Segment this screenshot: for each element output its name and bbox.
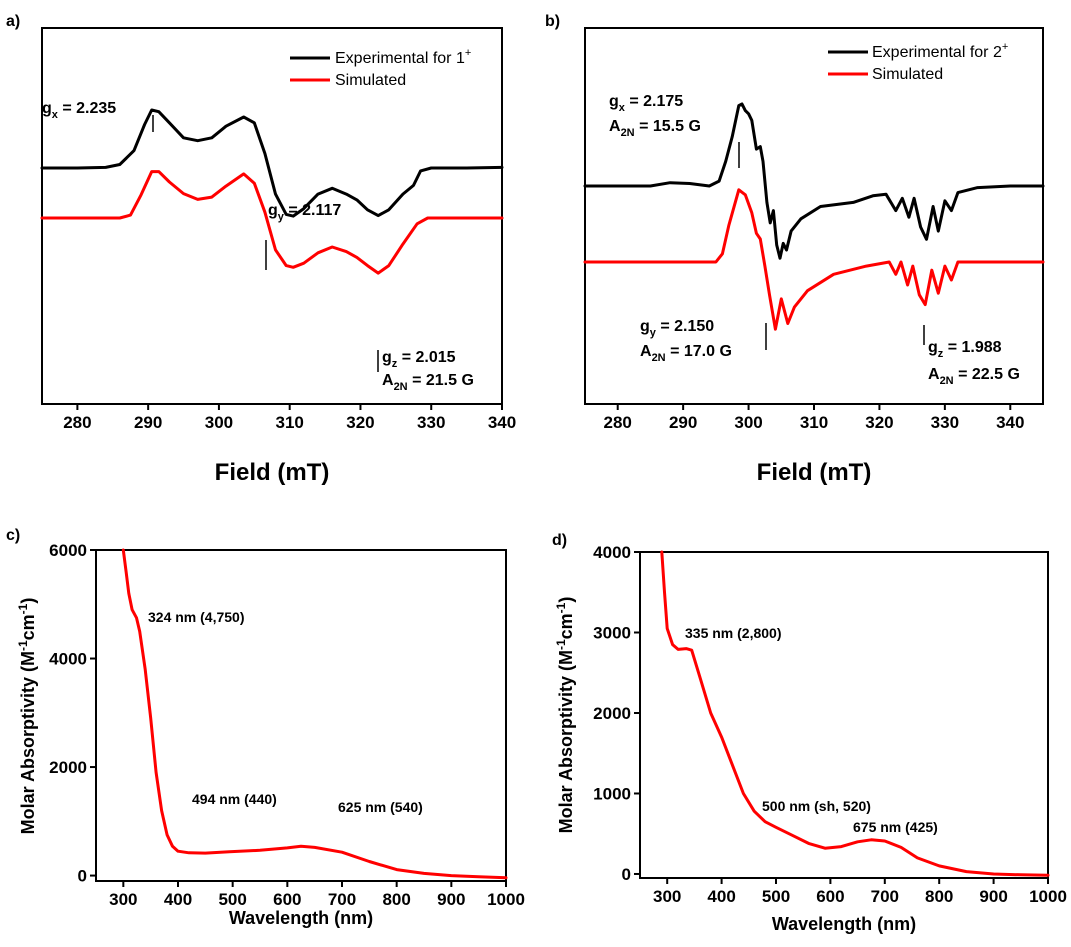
- panel-d-y-axis-title: Molar Absorptivity (M-1cm-1): [554, 597, 576, 834]
- panel-c-x-tick-label: 400: [164, 890, 192, 909]
- panel-c-x-tick-label: 700: [328, 890, 356, 909]
- panel-a-x-tick-label: 310: [276, 413, 304, 432]
- panel-c-series: [121, 548, 508, 880]
- panel-b-x-tick-label: 280: [604, 413, 632, 432]
- panel-c-x-tick-label: 900: [437, 890, 465, 909]
- panel-a-legend-label-simulated: Simulated: [335, 72, 406, 89]
- panel-b-legend-label-simulated: Simulated: [872, 66, 943, 83]
- panel-d-x-ticks: 300 400 500 600 700 800 900 1000: [653, 878, 1067, 906]
- panel-a-legend: Experimental for 1+ Simulated: [290, 47, 471, 89]
- panel-b-series-line-primary: [583, 102, 1045, 260]
- panel-a-x-tick-label: 290: [134, 413, 162, 432]
- panel-a-x-axis-title: Field (mT): [215, 459, 330, 486]
- panel-a-x-tick-label: 330: [417, 413, 445, 432]
- panel-c-y-axis-title: Molar Absorptivity (M-1cm-1): [16, 598, 38, 835]
- panel-b-x-tick-label: 290: [669, 413, 697, 432]
- panel-b-x-tick-label: 330: [931, 413, 959, 432]
- panel-c-annotation-324: 324 nm (4,750): [148, 609, 245, 625]
- panel-a-series-line-secondary: [40, 170, 504, 275]
- panel-d-series-line-primary: [660, 550, 1050, 877]
- panel-c-x-tick-label: 1000: [487, 890, 525, 909]
- panel-d-y-ticks: 0 1000 2000 3000 4000: [593, 543, 640, 884]
- panel-b-letter: b): [545, 13, 560, 30]
- panel-d: d) 300 400 500 600 700 800 900 1000 0 1000 2000 30…: [552, 532, 1067, 934]
- panel-a-annotation-a2n: A2N = 21.5 G: [382, 372, 474, 393]
- panel-b-x-axis-title: Field (mT): [757, 459, 872, 486]
- panel-d-x-tick-label: 1000: [1029, 887, 1067, 906]
- panel-b-annotation-gy: gy = 2.150: [640, 318, 714, 339]
- panel-b-annotation-gz-a2n: A2N = 22.5 G: [928, 366, 1020, 387]
- panel-d-plot-frame: [639, 551, 1049, 879]
- panel-a-legend-label-experimental: Experimental for 1+: [335, 47, 471, 67]
- panel-c-series-line-primary: [121, 548, 508, 880]
- panel-c-x-tick-label: 800: [382, 890, 410, 909]
- panel-d-y-tick-label: 0: [622, 865, 631, 884]
- panel-d-y-tick-label: 4000: [593, 543, 631, 562]
- panel-d-y-tick-label: 2000: [593, 704, 631, 723]
- panel-b-series-line-secondary: [583, 188, 1045, 331]
- panel-b: b) 280 290 300 310 320 330 340 Field (mT) Expe…: [545, 13, 1045, 486]
- panel-c-x-tick-label: 600: [273, 890, 301, 909]
- panel-a-annotation-gy: gy = 2.117: [268, 202, 341, 223]
- panel-a: a) 280 290 300 310 320 330 340 Field (mT) Expe…: [6, 13, 516, 486]
- panel-b-x-tick-label: 310: [800, 413, 828, 432]
- panel-c-y-ticks: 0 2000 4000 6000: [49, 541, 96, 886]
- panel-c-annotation-494: 494 nm (440): [192, 791, 277, 807]
- panel-b-x-tick-label: 300: [734, 413, 762, 432]
- panel-a-plot-frame: [41, 27, 503, 405]
- panel-c: c) 300 400 500 600 700 800 900 1000 0 2000 4000 60…: [6, 527, 525, 928]
- panel-a-x-tick-label: 340: [488, 413, 516, 432]
- panel-a-x-tick-label: 300: [205, 413, 233, 432]
- panel-a-series: [40, 108, 504, 275]
- panel-a-x-ticks: 280 290 300 310 320 330 340: [63, 404, 516, 432]
- panel-b-legend-label-experimental: Experimental for 2+: [872, 41, 1008, 61]
- panel-a-x-tick-label: 280: [63, 413, 91, 432]
- panel-a-annotation-gz: gz = 2.015: [382, 349, 456, 370]
- panel-a-annotation-gx: gx = 2.235: [42, 100, 116, 121]
- panel-c-y-tick-label: 6000: [49, 541, 87, 560]
- panel-d-x-tick-label: 800: [925, 887, 953, 906]
- panel-c-x-axis-title: Wavelength (nm): [229, 908, 373, 928]
- panel-c-y-tick-label: 0: [78, 867, 87, 886]
- panel-b-annotation-gz: gz = 1.988: [928, 339, 1002, 360]
- panel-d-x-tick-label: 600: [816, 887, 844, 906]
- panel-d-x-axis-title: Wavelength (nm): [772, 914, 916, 934]
- panel-c-x-tick-label: 300: [109, 890, 137, 909]
- panel-d-x-tick-label: 500: [762, 887, 790, 906]
- panel-c-plot-frame: [95, 549, 507, 882]
- panel-d-annotation-500: 500 nm (sh, 520): [762, 798, 871, 814]
- panel-d-annotation-675: 675 nm (425): [853, 819, 938, 835]
- panel-b-legend: Experimental for 2+ Simulated: [828, 41, 1008, 83]
- panel-b-x-ticks: 280 290 300 310 320 330 340: [604, 404, 1024, 432]
- panel-d-x-tick-label: 900: [979, 887, 1007, 906]
- panel-d-series: [660, 550, 1050, 877]
- panel-d-letter: d): [552, 532, 567, 549]
- panel-d-y-tick-label: 3000: [593, 623, 631, 642]
- panel-c-y-tick-label: 4000: [49, 650, 87, 669]
- panel-b-x-tick-label: 340: [996, 413, 1024, 432]
- panel-d-x-tick-label: 700: [871, 887, 899, 906]
- panel-d-x-tick-label: 300: [653, 887, 681, 906]
- panel-b-annotation-gx: gx = 2.175: [609, 93, 683, 114]
- panel-d-annotation-335: 335 nm (2,800): [685, 625, 782, 641]
- panel-b-series: [583, 102, 1045, 331]
- panel-c-annotation-625: 625 nm (540): [338, 799, 423, 815]
- panel-d-x-tick-label: 400: [707, 887, 735, 906]
- panel-c-letter: c): [6, 527, 20, 544]
- panel-c-x-ticks: 300 400 500 600 700 800 900 1000: [109, 881, 525, 909]
- panel-a-x-tick-label: 320: [346, 413, 374, 432]
- panel-c-x-tick-label: 500: [218, 890, 246, 909]
- panel-b-x-tick-label: 320: [865, 413, 893, 432]
- panel-a-series-line-primary: [40, 108, 504, 218]
- panel-c-y-tick-label: 2000: [49, 758, 87, 777]
- panel-b-annotation-gx-a2n: A2N = 15.5 G: [609, 118, 701, 139]
- panel-b-annotation-gy-a2n: A2N = 17.0 G: [640, 343, 732, 364]
- panel-d-y-tick-label: 1000: [593, 784, 631, 803]
- panel-a-letter: a): [6, 13, 20, 30]
